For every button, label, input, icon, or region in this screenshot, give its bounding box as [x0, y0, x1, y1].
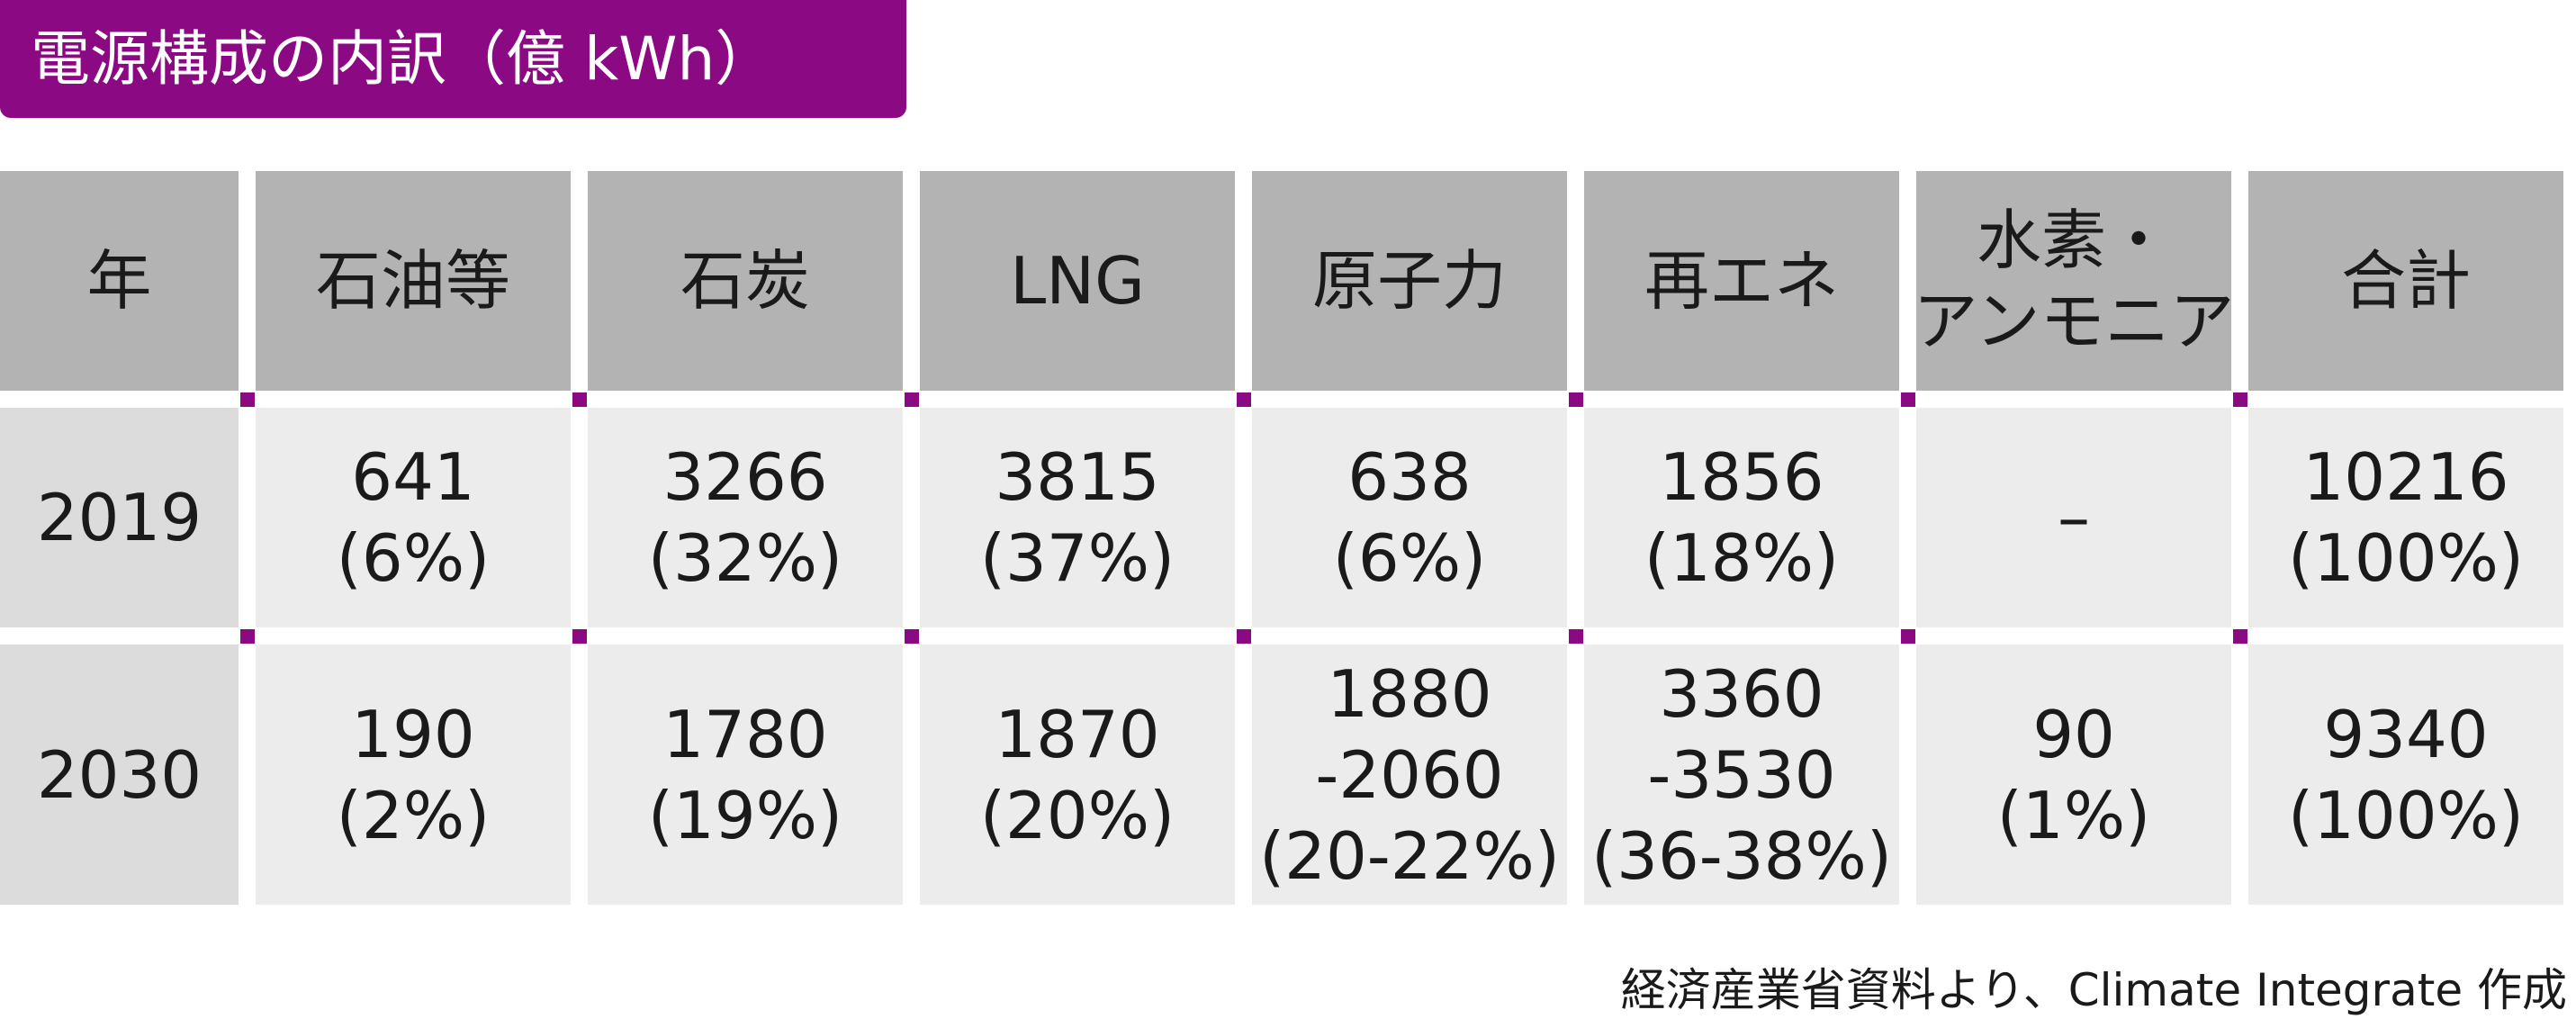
cell-line: (2%) — [336, 777, 491, 853]
cell-line: (6%) — [336, 520, 491, 596]
divider-dot — [1236, 392, 1251, 407]
table-cell: 2019 — [0, 408, 239, 627]
divider-dot — [1236, 628, 1251, 644]
cell-line: 原子力 — [1311, 243, 1507, 319]
table-cell: 3266 (32%) — [588, 408, 903, 627]
divider-dot — [1900, 628, 1915, 644]
cell-line: 641 — [351, 439, 475, 515]
cell-line: (18%) — [1644, 520, 1840, 596]
cell-line: 1880 — [1327, 655, 1492, 732]
cell-line: 90 — [2032, 696, 2115, 772]
cell-line: – — [2058, 480, 2090, 555]
cell-line: 年 — [86, 243, 152, 319]
source-note: 経済産業省資料より、Climate Integrate 作成 — [1620, 964, 2567, 1016]
cell-line: 石炭 — [680, 243, 810, 319]
cell-line: 3360 — [1659, 655, 1824, 732]
header-cell: 石炭 — [588, 171, 903, 391]
table-cell: 3360 -3530 (36-38%) — [1584, 645, 1899, 905]
table-cell: 638 (6%) — [1252, 408, 1567, 627]
divider-dot — [1900, 392, 1915, 407]
cell-line: 再エネ — [1644, 243, 1839, 319]
cell-line: 合計 — [2340, 243, 2471, 319]
table-cell: 2030 — [0, 645, 239, 905]
table-cell: 90 (1%) — [1916, 645, 2231, 905]
cell-line: (32%) — [647, 520, 843, 596]
cell-line: 1870 — [995, 696, 1160, 772]
cell-line: (100%) — [2287, 520, 2525, 596]
header-cell: LNG — [920, 171, 1235, 391]
divider-dot — [572, 392, 587, 407]
table-cell: 10216 (100%) — [2248, 408, 2563, 627]
cell-line: 1856 — [1659, 439, 1824, 515]
header-cell: 年 — [0, 171, 239, 391]
cell-line: LNG — [1010, 243, 1145, 319]
table-cell: – — [1916, 408, 2231, 627]
cell-line: 10216 — [2302, 439, 2509, 515]
cell-line: -3530 — [1647, 736, 1836, 813]
header-cell: 原子力 — [1252, 171, 1567, 391]
divider-dot — [904, 392, 919, 407]
divider-dot — [2232, 628, 2247, 644]
cell-line: 9340 — [2323, 696, 2489, 772]
cell-line: 1780 — [662, 696, 828, 772]
header-cell: 石油等 — [256, 171, 571, 391]
cell-line: 190 — [351, 696, 475, 772]
cell-line: (6%) — [1332, 520, 1487, 596]
header-cell: 再エネ — [1584, 171, 1899, 391]
divider-dot — [2232, 392, 2247, 407]
divider-dot — [239, 628, 255, 644]
table-cell: 190 (2%) — [256, 645, 571, 905]
title-badge: 電源構成の内訳（億 kWh） — [0, 0, 906, 118]
cell-line: 3266 — [662, 439, 828, 515]
table-cell: 3815 (37%) — [920, 408, 1235, 627]
cell-line: 2019 — [36, 480, 203, 555]
table-cell: 1870 (20%) — [920, 645, 1235, 905]
header-cell: 水素・ アンモニア — [1913, 171, 2235, 391]
cell-line: 2030 — [36, 736, 203, 813]
cell-line: 3815 — [995, 439, 1160, 515]
table-cell: 1880 -2060 (20-22%) — [1252, 645, 1567, 905]
divider-dot — [1568, 628, 1583, 644]
header-cell: 合計 — [2248, 171, 2563, 391]
divider-dot — [904, 628, 919, 644]
divider-dot — [239, 392, 255, 407]
cell-line: 水素・ — [1976, 203, 2171, 278]
cell-line: (19%) — [647, 777, 843, 853]
cell-line: (100%) — [2287, 777, 2525, 853]
cell-line: 638 — [1347, 439, 1472, 515]
table-cell: 1856 (18%) — [1584, 408, 1899, 627]
cell-line: 石油等 — [315, 243, 510, 319]
cell-line: -2060 — [1315, 736, 1504, 813]
cell-line: (20%) — [979, 777, 1175, 853]
cell-line: (1%) — [1996, 777, 2151, 853]
divider-dot — [1568, 392, 1583, 407]
cell-line: アンモニア — [1913, 284, 2235, 359]
cell-line: (20-22%) — [1259, 817, 1560, 894]
cell-line: (36-38%) — [1591, 817, 1892, 894]
table-cell: 1780 (19%) — [588, 645, 903, 905]
table-cell: 9340 (100%) — [2248, 645, 2563, 905]
divider-dot — [572, 628, 587, 644]
cell-line: (37%) — [979, 520, 1175, 596]
table-cell: 641 (6%) — [256, 408, 571, 627]
